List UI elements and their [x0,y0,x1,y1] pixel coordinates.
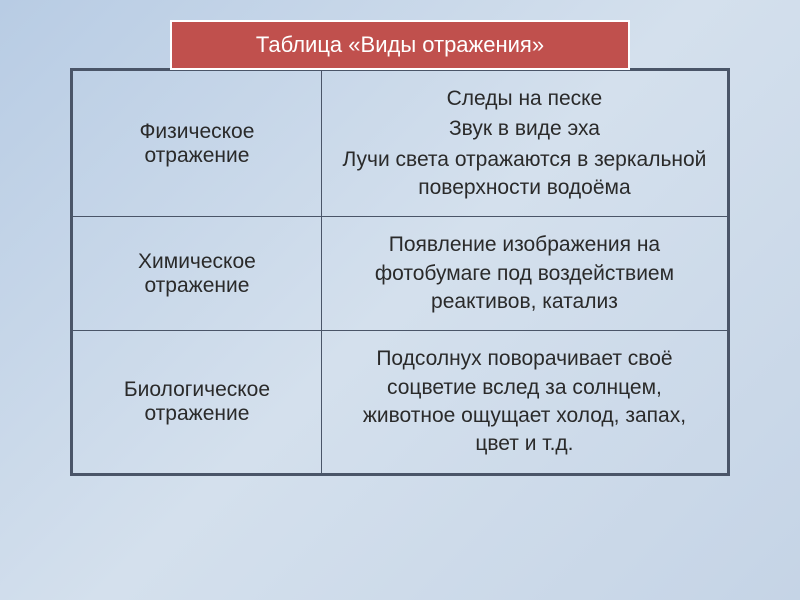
examples-cell-chemical: Появление изображения на фотобумаге под … [321,217,727,331]
table: Физическое отражение Следы на песке Звук… [72,70,728,474]
example-text: Лучи света отражаются в зеркальной повер… [340,146,709,203]
table-row: Физическое отражение Следы на песке Звук… [73,71,728,217]
type-cell-physical: Физическое отражение [73,71,322,217]
reflection-types-table: Физическое отражение Следы на песке Звук… [70,68,730,476]
table-row: Химическое отражение Появление изображен… [73,217,728,331]
type-cell-chemical: Химическое отражение [73,217,322,331]
example-text: Следы на песке [340,85,709,113]
examples-cell-physical: Следы на песке Звук в виде эха Лучи свет… [321,71,727,217]
table-title: Таблица «Виды отражения» [170,20,630,70]
examples-cell-biological: Подсолнух поворачивает своё соцветие всл… [321,331,727,473]
table-row: Биологическое отражение Подсолнух повора… [73,331,728,473]
example-text: Появление изображения на фотобумаге под … [340,231,709,316]
example-text: Подсолнух поворачивает своё соцветие всл… [340,345,709,458]
example-text: Звук в виде эха [340,115,709,143]
type-cell-biological: Биологическое отражение [73,331,322,473]
